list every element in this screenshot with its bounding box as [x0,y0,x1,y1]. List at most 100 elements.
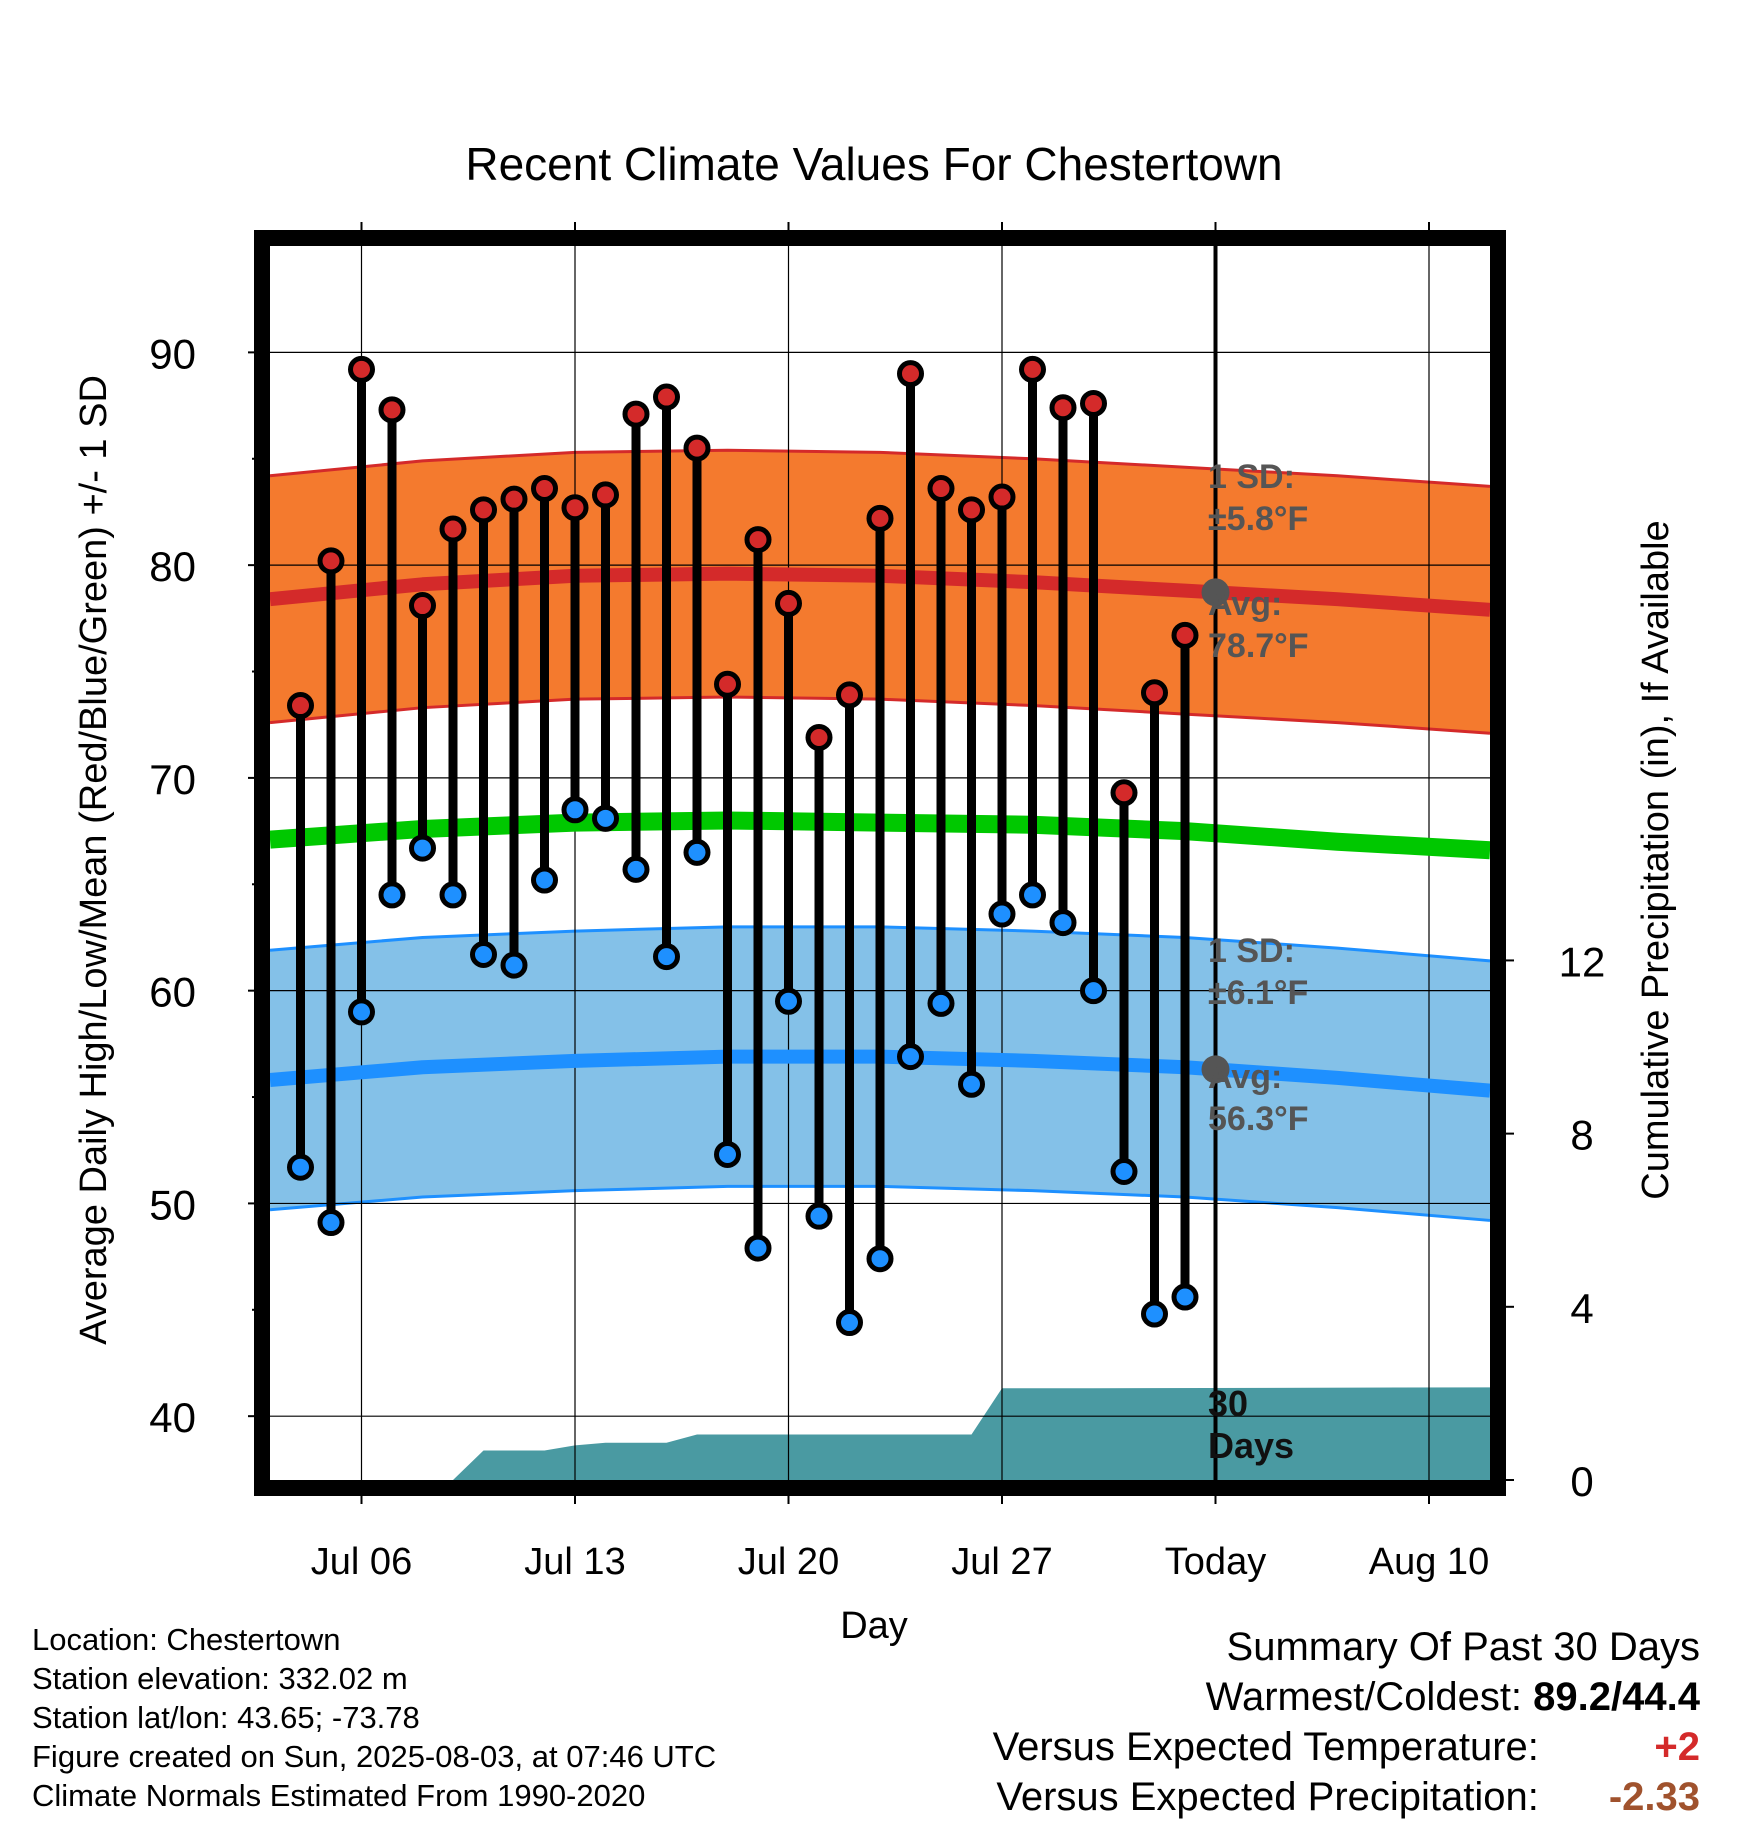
high-temp-point [592,481,619,509]
x-tick-label: Jul 06 [311,1541,412,1583]
low-avg-annotation: Avg: [1208,1058,1282,1096]
high-temp-point [1171,621,1199,649]
y-tick-label: 40 [149,1394,196,1441]
high-temp-point [622,400,650,428]
high-temp-point [1080,389,1107,417]
y2-tick-label: 12 [1559,938,1606,985]
chart-title: Recent Climate Values For Chestertown [465,138,1282,190]
today-high-normal-marker [1201,578,1230,607]
low-temp-point [592,804,619,832]
low-temp-point [1019,881,1046,909]
high-temp-point [836,681,863,709]
low-temp-point [378,881,406,909]
normals-text: Climate Normals Estimated From 1990-2020 [32,1778,646,1813]
high-temp-point [378,396,406,424]
summary-warm-cold: Warmest/Coldest: 89.2/44.4 [993,1672,1700,1722]
y-axis-label: Average Daily High/Low/Mean (Red/Blue/Gr… [73,375,115,1345]
high-temp-point [1019,355,1046,383]
low-temp-point [714,1140,741,1168]
high-temp-point [561,494,589,522]
low-temp-point [561,796,589,824]
high-temp-point [866,504,894,532]
low-temp-point [958,1070,985,1098]
low-temp-point [744,1234,772,1262]
high-temp-point [653,383,680,411]
low-sd-annotation: 1 SD: [1208,932,1295,970]
high-temp-point [897,360,924,388]
high-temp-point [317,547,345,575]
high-temp-point [287,692,314,720]
high-sd-upper-edge [269,448,1491,488]
created-text: Figure created on Sun, 2025-08-03, at 07… [32,1739,717,1774]
x-tick-label: Jul 13 [524,1541,625,1583]
high-avg-value-annotation: 78.7°F [1208,627,1309,665]
high-temp-point [439,515,467,543]
low-temp-point [348,998,375,1026]
high-temp-point [409,592,436,620]
high-temp-point [805,723,833,751]
summary-title: Summary Of Past 30 Days [1226,1625,1700,1669]
summary-temp: Versus Expected Temperature: +2 [993,1722,1700,1772]
high-temp-point [927,475,955,503]
precip-area [270,1387,1490,1480]
high-temp-point [775,589,802,617]
high-temp-point [470,496,497,524]
high-temp-point [1141,679,1168,707]
high-sd-annotation: 1 SD: [1208,458,1295,496]
high-temp-point [744,526,772,554]
x-tick-label: Jul 27 [951,1541,1052,1583]
y-tick-label: 60 [149,969,196,1016]
y-tick-label: 50 [149,1181,196,1228]
precip-value: -2.33 [1608,1775,1700,1819]
high-temp-point [958,496,985,524]
low-temp-point [1080,977,1107,1005]
low-temp-point [866,1245,894,1273]
low-temp-point [622,855,650,883]
low-temp-point [897,1043,924,1071]
low-temp-point [988,900,1016,928]
precip-label: Versus Expected Precipitation: [996,1775,1539,1819]
low-temp-point [653,943,680,971]
low-temp-point [805,1202,833,1230]
location-text: Location: Chestertown [32,1622,341,1657]
station-info: Location: Chestertown Station elevation:… [32,1620,716,1815]
low-temp-point [927,989,955,1017]
x-axis-label: Day [840,1605,908,1647]
y2-tick-label: 8 [1570,1112,1593,1159]
high-temp-point [531,475,558,503]
temp-label: Versus Expected Temperature: [992,1725,1539,1769]
high-temp-point [1049,394,1077,422]
y-tick-label: 70 [149,756,196,803]
today-low-normal-marker [1201,1055,1230,1084]
x-tick-label: Jul 20 [738,1541,839,1583]
low-temp-point [500,951,528,979]
warm-cold-value: 89.2/44.4 [1533,1675,1700,1719]
summary-precip: Versus Expected Precipitation: -2.33 [993,1772,1700,1822]
high-temp-point [988,483,1016,511]
low-temp-point [1049,909,1077,937]
low-temp-point [775,987,802,1015]
high-temp-point [683,434,711,462]
low-temp-point [409,834,436,862]
plot-area: 1 SD: ±5.8°F Avg: 78.7°F 1 SD: ±6.1°F Avg: 56.3… [149,222,1605,1583]
low-temp-point [470,940,497,968]
low-temp-point [1110,1158,1138,1185]
y2-tick-label: 0 [1570,1458,1593,1505]
low-temp-point [531,866,558,894]
low-temp-point [1141,1300,1168,1328]
high-avg-annotation: Avg: [1208,585,1282,623]
summary-panel: Summary Of Past 30 Days Warmest/Coldest:… [993,1622,1700,1822]
low-temp-point [439,881,467,909]
high-temp-point [1110,779,1138,807]
x-tick-label: Aug 10 [1369,1541,1489,1583]
latlon-text: Station lat/lon: 43.65; -73.78 [32,1700,420,1735]
y2-tick-label: 4 [1570,1285,1593,1332]
y-tick-label: 80 [149,543,196,590]
high-temp-point [714,670,741,698]
low-temp-point [1171,1283,1199,1311]
y2-axis-label: Cumulative Precipitation (in), If Availa… [1635,520,1677,1199]
plot-frame [254,230,1506,1496]
low-avg-value-annotation: 56.3°F [1208,1100,1309,1138]
x-tick-label: Today [1165,1541,1266,1583]
